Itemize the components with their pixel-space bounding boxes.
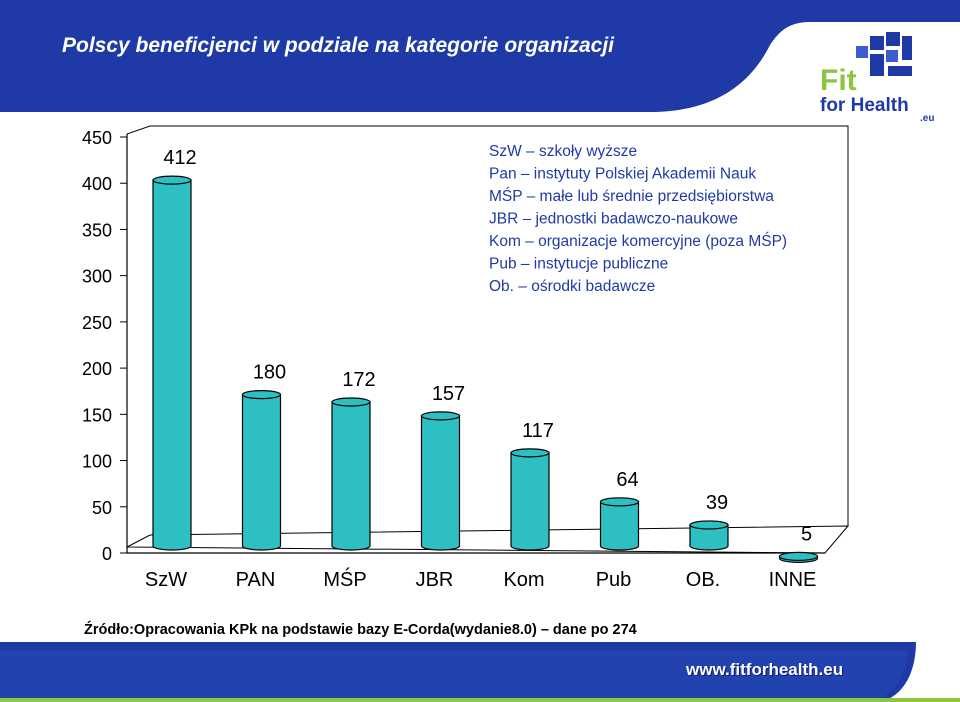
value-label: 117: [522, 420, 554, 442]
x-tick-label: INNE: [769, 569, 817, 591]
x-tick-label: MŚP: [323, 567, 366, 591]
bar: [152, 175, 192, 551]
bar: [599, 497, 640, 551]
y-tick-label: 400: [82, 174, 112, 194]
x-tick-label: JBR: [416, 569, 454, 591]
y-tick-label: 300: [82, 267, 112, 287]
value-label: 412: [163, 147, 196, 169]
bar-top: [689, 520, 729, 530]
value-labels: 412 180 172 157 117 64 39 5: [163, 147, 812, 545]
y-tick-label: 50: [92, 498, 112, 518]
source-note: Źródło:Opracowania KPk na podstawie bazy…: [84, 622, 637, 638]
logo-fit-text: Fit: [820, 64, 857, 97]
slide-title: Polscy beneficjenci w podziale na katego…: [62, 34, 615, 57]
bar: [510, 448, 550, 551]
value-label: 5: [801, 523, 812, 545]
footer-band-shade: [0, 650, 908, 702]
bar-top: [778, 551, 819, 561]
legend-entry: Kom – organizacje komercyjne (poza MŚP): [489, 232, 787, 250]
logo-cube-icon: [856, 32, 912, 76]
value-label: 172: [342, 369, 375, 391]
x-tick-label: Pub: [596, 569, 632, 591]
bar: [778, 551, 819, 563]
x-tick-label: PAN: [236, 569, 276, 591]
bar-body: [420, 415, 461, 551]
value-label: 39: [706, 492, 728, 514]
chart-floor: [126, 525, 850, 554]
y-tick-label: 200: [82, 359, 112, 379]
plot-frame: [126, 125, 849, 526]
legend-entry: Ob. – ośrodki badawcze: [489, 278, 655, 295]
y-tick-label: 150: [82, 405, 112, 425]
footer-band-green: [0, 698, 960, 702]
fit-for-health-logo: Fit for Health .eu: [820, 32, 934, 124]
header-band: [0, 0, 960, 112]
y-tick-label: 250: [82, 313, 112, 333]
x-tick-label: OB.: [686, 569, 720, 591]
legend-entry: SzW – szkoły wyższe: [489, 143, 637, 160]
bar-top: [599, 497, 640, 507]
bar-body: [510, 452, 550, 551]
logo-eu-text: .eu: [920, 113, 934, 124]
bar-body: [689, 524, 729, 551]
bar: [241, 390, 282, 551]
y-tick-label: 0: [102, 544, 112, 564]
bar-top: [420, 411, 461, 421]
legend: SzW – szkoły wyższe Pan – instytuty Polsk…: [489, 143, 787, 295]
bar-top: [510, 448, 550, 458]
legend-entry: MŚP – małe lub średnie przedsiębiorstwa: [489, 187, 774, 205]
y-tick-label: 450: [82, 128, 112, 148]
bar-body: [152, 179, 192, 551]
x-axis-labels: SzW PAN MŚP JBR Kom Pub OB. INNE: [145, 567, 817, 591]
logo-for-health-text: for Health: [820, 95, 909, 116]
bar-body: [241, 394, 282, 551]
y-tick-label: 350: [82, 220, 112, 240]
legend-entry: JBR – jednostki badawczo-naukowe: [489, 211, 738, 228]
x-tick-label: Kom: [503, 569, 544, 591]
y-axis-ticks: 0 50 100 150 200 250 300 350 400 450: [82, 128, 127, 564]
bar-top: [331, 397, 371, 407]
website-link[interactable]: www.fitforhealth.eu: [686, 660, 844, 679]
bar: [689, 520, 729, 551]
value-label: 157: [432, 383, 465, 405]
y-tick-label: 100: [82, 452, 112, 472]
bar: [331, 397, 371, 551]
value-label: 180: [253, 362, 286, 384]
legend-entry: Pub – instytucje publiczne: [489, 256, 668, 273]
legend-entry: Pan – instytuty Polskiej Akademii Nauk: [489, 166, 756, 183]
value-label: 64: [616, 469, 638, 491]
bar: [420, 411, 461, 551]
bar-body: [331, 401, 371, 551]
x-tick-label: SzW: [145, 569, 187, 591]
bar-top: [152, 175, 192, 185]
bars: [152, 175, 819, 563]
bar-top: [241, 390, 282, 400]
bar-body: [599, 501, 640, 551]
